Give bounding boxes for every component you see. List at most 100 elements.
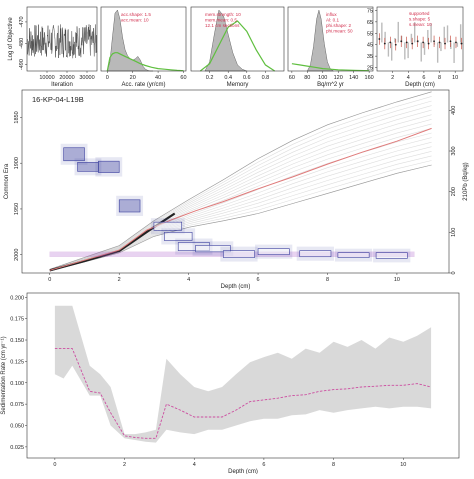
x-tick-label: 4 — [193, 462, 196, 468]
prior-curve — [106, 52, 184, 72]
x-axis-label: Depth (cm) — [405, 82, 435, 88]
supported-point — [411, 42, 414, 45]
supported-point — [433, 40, 435, 43]
memory-axes — [190, 6, 285, 72]
posterior-density — [204, 9, 247, 72]
acc_rate-axes — [100, 6, 187, 72]
x-tick-label: 0 — [53, 462, 56, 468]
supported-point — [378, 38, 381, 40]
measured-pb-box — [337, 252, 370, 258]
measured-pb-box — [164, 232, 193, 241]
y-tick-label: 0.150 — [10, 338, 24, 344]
supported-point — [389, 41, 392, 44]
right-y-tick-label: 100 — [451, 228, 457, 237]
y-axis-label: Sedimentation Rate (cm yr⁻¹) — [1, 336, 7, 414]
sed-rate-ci-band — [54, 305, 432, 443]
y-tick-label: 1950 — [14, 203, 20, 215]
x-axis-label: Acc. rate (yr/cm) — [121, 82, 165, 88]
measured-pb-box — [299, 250, 332, 258]
iteration-line — [49, 91, 432, 270]
x-tick-label: 0.2 — [206, 75, 214, 81]
phi-axes — [287, 6, 374, 72]
x-tick-label: 20 — [130, 75, 136, 81]
prior-annotation: 12.1 cm sections — [205, 23, 240, 28]
right-y-axis-label: 210Pb (Bq/kg) — [463, 162, 469, 200]
y-tick-label: 1850 — [14, 111, 20, 123]
iteration-line — [49, 96, 432, 270]
measured-pb-box — [257, 248, 290, 256]
iteration-line — [49, 109, 432, 271]
prior-annotation: acc.shape: 1.5 — [121, 12, 151, 17]
measured-pb-box — [77, 162, 99, 172]
prior-annotation: acc.mean: 10 — [121, 18, 149, 23]
y-tick-label: 0.050 — [10, 424, 24, 430]
prior-annotation: mem.mean: 0.5 — [205, 18, 237, 23]
iteration-line — [49, 100, 432, 270]
x-tick-label: 100 — [318, 75, 327, 81]
x-tick-label: 2 — [118, 277, 121, 283]
x-tick-label: 10000 — [39, 75, 54, 81]
supported-annotation: s.mean: 10 — [409, 22, 432, 27]
supported-point — [416, 40, 419, 43]
sed-rate-median-line — [54, 348, 432, 439]
supported-point — [422, 41, 425, 44]
iteration-line — [49, 119, 432, 271]
right-y-tick-label: 400 — [451, 106, 457, 115]
y-tick-label: 65 — [367, 20, 373, 26]
trace-line — [26, 24, 98, 59]
prior-annotation: Al: 0.1 — [326, 18, 339, 23]
x-tick-label: 60 — [180, 75, 186, 81]
x-tick-label: 10 — [394, 277, 400, 283]
x-tick-label: 2 — [123, 462, 126, 468]
y-tick-label: -470 — [19, 16, 25, 27]
x-tick-label: 2 — [391, 75, 394, 81]
x-tick-label: 10 — [452, 75, 458, 81]
x-tick-label: 160 — [365, 75, 374, 81]
supported-point — [427, 42, 430, 45]
x-tick-label: 4 — [187, 277, 190, 283]
x-tick-label: 40 — [155, 75, 161, 81]
x-axis-label: Depth (cm) — [228, 469, 258, 474]
y-tick-label: 55 — [367, 31, 373, 37]
x-tick-label: 60 — [289, 75, 295, 81]
envelope-lower — [49, 164, 432, 272]
supported-point — [394, 43, 397, 46]
supported-point — [383, 42, 386, 45]
y-axis-label: Common Era — [4, 163, 10, 199]
x-tick-label: 8 — [332, 462, 335, 468]
supported-annotation: supported — [409, 11, 430, 16]
x-tick-label: 10 — [400, 462, 406, 468]
x-tick-label: 8 — [326, 277, 329, 283]
y-tick-label: 0.075 — [10, 402, 24, 408]
measured-pb-box — [223, 250, 255, 258]
x-axis-label: Bq/m^2 yr — [317, 82, 344, 88]
y-tick-label: 75 — [367, 8, 373, 14]
log-objective-axes — [26, 6, 98, 72]
prior-curve — [199, 20, 276, 72]
prior-annotation: mem.strength: 10 — [205, 12, 241, 17]
x-tick-label: 6 — [422, 75, 425, 81]
y-tick-label: 35 — [367, 54, 373, 60]
x-axis-label: Iteration — [51, 82, 73, 88]
y-tick-label: 1900 — [14, 157, 20, 169]
x-tick-label: 140 — [349, 75, 358, 81]
iteration-line — [49, 160, 432, 272]
measured-pb-box — [153, 221, 182, 231]
y-tick-label: -490 — [19, 59, 25, 70]
y-tick-label: 45 — [367, 43, 373, 49]
iteration-line — [49, 123, 432, 271]
iteration-line — [49, 105, 432, 270]
y-tick-label: 0.100 — [10, 381, 24, 387]
chart-title: 16-KP-04-L19B — [32, 95, 84, 104]
y-tick-label: 0.125 — [10, 359, 24, 365]
measured-pb-box — [118, 199, 141, 213]
x-axis-label: Depth (cm) — [221, 284, 251, 290]
supported-point — [400, 40, 403, 43]
supported-point — [460, 42, 463, 45]
x-tick-label: 0.4 — [224, 75, 232, 81]
y-tick-label: 2000 — [14, 249, 20, 261]
supported-point — [449, 40, 452, 43]
prior-curve — [291, 63, 370, 72]
